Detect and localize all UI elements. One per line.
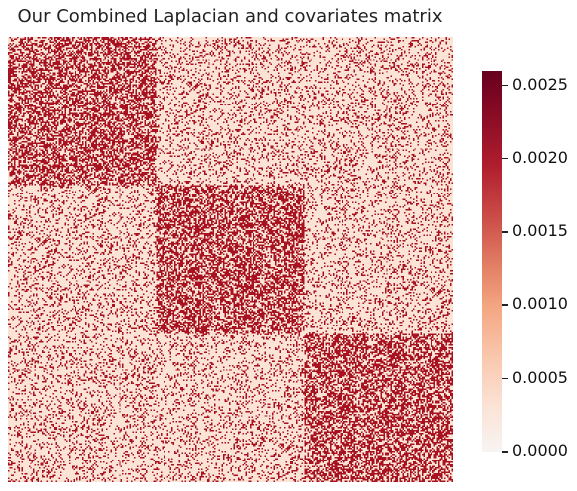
colorbar-tick-label: 0.0000 — [512, 441, 568, 460]
colorbar-tick-mark — [502, 377, 508, 380]
chart-title: Our Combined Laplacian and covariates ma… — [17, 6, 443, 27]
colorbar-tick-label: 0.0005 — [512, 367, 568, 387]
colorbar-tick-mark — [502, 451, 508, 453]
colorbar-tick-label: 0.0020 — [512, 147, 568, 167]
colorbar — [482, 71, 502, 452]
colorbar-tick-mark — [502, 157, 508, 160]
colorbar-tick-label: 0.0025 — [512, 74, 568, 94]
colorbar-tick-mark — [502, 231, 508, 233]
heatmap-matrix — [8, 37, 453, 482]
colorbar-ticks: 0.0000 0.0005 0.0010 0.0015 0.0020 0.0025 — [502, 71, 577, 460]
colorbar-tick-mark — [502, 304, 508, 306]
colorbar-tick-label: 0.0010 — [512, 294, 568, 314]
colorbar-tick-label: 0.0015 — [512, 221, 568, 241]
colorbar-tick-mark — [502, 84, 508, 87]
